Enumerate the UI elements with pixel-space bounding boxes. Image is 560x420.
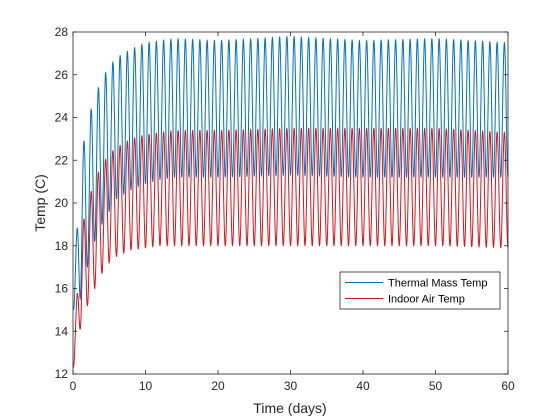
y-tick-label: 12 [55, 367, 69, 381]
x-tick-label: 50 [429, 379, 443, 393]
x-tick-label: 0 [70, 379, 77, 393]
legend-box [339, 271, 501, 310]
y-tick-label: 22 [55, 153, 69, 167]
x-tick-label: 60 [501, 379, 515, 393]
legend: Thermal Mass Temp Indoor Air Temp [339, 271, 501, 310]
y-tick-label: 14 [55, 324, 69, 338]
y-tick-label: 28 [55, 25, 69, 39]
legend-label-indoor-air: Indoor Air Temp [388, 294, 465, 306]
ticks-layer: 0 10 20 30 40 50 60 12 14 16 18 20 22 24 26 28 [55, 25, 515, 393]
plot-area [73, 32, 508, 374]
x-tick-label: 30 [284, 379, 298, 393]
y-tick-label: 26 [55, 68, 69, 82]
series-line-indoor-air [72, 127, 509, 368]
y-tick-label: 20 [55, 196, 69, 210]
series-line-thermal-mass [72, 35, 509, 311]
series-layer [72, 35, 509, 368]
x-tick-label: 20 [211, 379, 225, 393]
y-tick-label: 16 [55, 282, 69, 296]
y-tick-label: 24 [55, 111, 69, 125]
y-tick-label: 18 [55, 239, 69, 253]
x-axis-title: Time (days) [253, 400, 326, 416]
x-tick-label: 10 [139, 379, 153, 393]
legend-label-thermal-mass: Thermal Mass Temp [388, 278, 487, 290]
y-axis-title: Temp (C) [32, 174, 48, 232]
x-tick-label: 40 [356, 379, 370, 393]
